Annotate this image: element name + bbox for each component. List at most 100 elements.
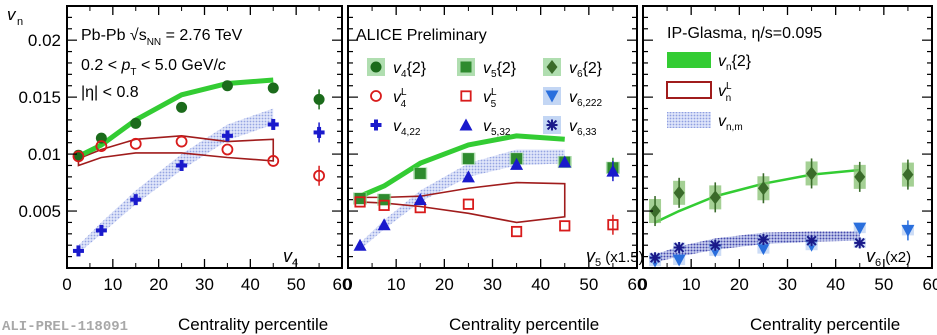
data-point — [130, 194, 142, 206]
data-point — [354, 193, 366, 205]
legend-entry: v6{2} — [543, 58, 603, 80]
data-point — [649, 252, 661, 264]
x-tick-label: 40 — [241, 275, 260, 294]
model-vnm-band — [360, 149, 565, 250]
x-tick-label: 20 — [435, 275, 454, 294]
model-vn2-line — [654, 168, 860, 224]
legend-marker — [370, 119, 382, 131]
data-point — [378, 194, 390, 206]
middle-panel-annotations: ALICE Preliminary v5 (x1.5) — [356, 27, 644, 269]
x-tick-label: 30 — [483, 275, 502, 294]
legend-label: v6,33 — [569, 118, 597, 138]
data-point-d — [649, 252, 661, 263]
data-point — [176, 159, 188, 171]
series-v5-32 — [353, 155, 620, 251]
legend-marker — [460, 61, 472, 73]
panel-corner-label-v6: v6 (x2) — [866, 246, 911, 269]
legend-right: vn{2} vL n vn,m — [666, 52, 752, 133]
x-tick-label: 20 — [730, 275, 749, 294]
panel-frame — [642, 5, 933, 269]
legend-marker — [546, 60, 558, 74]
y-tick-label: 0.02 — [28, 31, 61, 50]
legend-middle: v4{2} v5{2} v6{2} vL 4 vL 5 v6,222 v4,22 v5,32 v6,… — [367, 58, 603, 138]
legend-label: vL 5 — [483, 87, 497, 110]
data-point — [221, 143, 234, 156]
legend-entry: vL 5 — [457, 87, 497, 110]
data-point — [673, 185, 685, 200]
data-point — [853, 222, 867, 235]
x-tick-label: 30 — [195, 275, 214, 294]
data-point — [130, 117, 142, 129]
x-tick-label: 60 — [923, 275, 937, 294]
legend-label: vL 4 — [393, 87, 407, 110]
data-point — [267, 155, 280, 167]
data-point — [176, 101, 188, 113]
alice-preliminary-label: ALICE Preliminary — [356, 27, 487, 44]
x-tick-label: 60 — [628, 275, 647, 294]
x-tick-label: 10 — [682, 275, 701, 294]
series-v4-22 — [72, 118, 325, 257]
data-point — [558, 155, 572, 168]
data-point — [462, 153, 474, 165]
data-point-v — [133, 194, 138, 206]
plot-layer: 0 10 20 30 40 50 60 0.005 0.01 0.015 0.02 0 10 20 30 40… — [18, 5, 937, 294]
data-point-v — [99, 224, 104, 236]
data-point — [757, 234, 769, 246]
legend-marker — [459, 118, 473, 131]
panel-left: 0 10 20 30 40 50 60 0.005 0.01 0.015 0.02 — [18, 5, 351, 294]
data-point — [378, 199, 390, 211]
data-point — [72, 150, 85, 163]
legend-entry: v4{2} — [367, 58, 427, 80]
legend-entry: v5{2} — [457, 58, 517, 80]
watermark: ALI-PREL-118091 — [2, 319, 128, 335]
data-point — [673, 241, 685, 253]
legend-label: v6{2} — [569, 60, 603, 80]
y-tick-label: 0.01 — [28, 145, 61, 164]
data-point — [709, 190, 721, 205]
data-point-d — [806, 235, 817, 246]
legend-marker-d — [546, 119, 558, 131]
model-label: IP-Glasma, η/s=0.095 — [667, 25, 822, 42]
x-tick-label: 10 — [103, 275, 122, 294]
right-panel-annotations: IP-Glasma, η/s=0.095 v6 (x2) — [667, 25, 911, 269]
data-point — [175, 135, 188, 148]
data-point — [267, 118, 279, 130]
x-tick-label: 40 — [826, 275, 845, 294]
data-point — [806, 235, 818, 247]
legend-swatch-vnL — [666, 81, 712, 99]
data-point — [757, 181, 769, 196]
x-tick-label: 40 — [531, 275, 550, 294]
legend-swatch-vnm — [667, 112, 711, 128]
x-tick-label: 0 — [62, 275, 71, 294]
legend-entry: v4,22 — [370, 118, 421, 138]
legend-marker — [460, 90, 472, 102]
data-point — [672, 254, 686, 267]
left-panel-annotations: Pb-Pb √sNN = 2.76 TeV 0.2 < pT < 5.0 GeV… — [81, 27, 298, 269]
panel-corner-label-v4: v4 — [283, 246, 298, 269]
data-point — [413, 193, 427, 206]
legend-label: v5{2} — [483, 60, 517, 80]
legend-marker — [546, 119, 558, 131]
legend-sys-box — [457, 87, 475, 105]
x-axis-label-middle: Centrality percentile — [449, 315, 599, 334]
data-point-v — [271, 118, 276, 130]
data-point — [95, 140, 108, 153]
data-point — [607, 219, 619, 231]
y-tick-label: 0.005 — [18, 202, 61, 221]
x-tick-label: 50 — [287, 275, 306, 294]
legend-marker-v — [374, 119, 378, 131]
data-point — [221, 80, 233, 92]
data-point — [901, 224, 915, 237]
eta-range-label: |η| < 0.8 — [81, 84, 139, 101]
data-point — [756, 243, 770, 256]
data-point — [353, 238, 367, 251]
data-point — [95, 224, 107, 236]
data-point — [462, 198, 475, 210]
legend-marker — [370, 90, 382, 102]
series-v6-2- — [649, 158, 914, 227]
x-tick-label: 0 — [638, 275, 647, 294]
data-point — [854, 237, 866, 249]
x-tick-label: 10 — [387, 275, 406, 294]
data-point — [221, 130, 233, 142]
